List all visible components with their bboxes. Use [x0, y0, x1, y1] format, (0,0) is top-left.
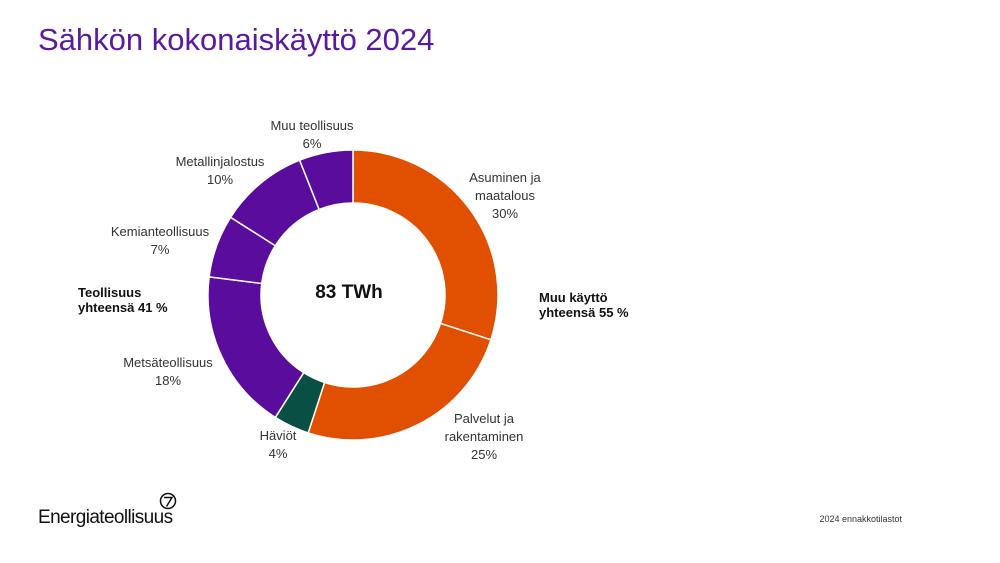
- slice-label: Palvelut ja rakentaminen 25%: [445, 411, 524, 462]
- slice-label: Metsäteollisuus 18%: [123, 355, 213, 388]
- page-title: Sähkön kokonaiskäyttö 2024: [38, 22, 435, 57]
- donut-slices: [207, 149, 499, 441]
- brand-logo: Energiateollisuus: [38, 492, 188, 531]
- slice-label: Metallinjalostus 10%: [176, 154, 265, 187]
- brand-mark-icon: [159, 492, 177, 510]
- slice-label: Asuminen ja maatalous 30%: [469, 170, 541, 221]
- group-label: Teollisuus yhteensä 41 %: [78, 285, 168, 315]
- group-labels: Muu käyttö yhteensä 55 % Teollisuus yhteens…: [78, 285, 629, 320]
- slice-label: Muu teollisuus 6%: [270, 118, 354, 151]
- brand-name: Energiateollisuus: [38, 507, 173, 528]
- donut-slice: [207, 275, 305, 419]
- center-label: 83 TWh: [315, 282, 383, 303]
- slice-labels: Asuminen ja maatalous 30% Palvelut ja rakent…: [111, 118, 542, 462]
- donut-slice: [352, 149, 499, 341]
- donut-slice: [298, 149, 354, 211]
- footnote: 2024 ennakkotilastot: [819, 514, 902, 524]
- slice-label: Kemianteollisuus 7%: [111, 224, 210, 257]
- group-label: Muu käyttö yhteensä 55 %: [539, 290, 629, 320]
- slice-label: Häviöt 4%: [260, 428, 297, 461]
